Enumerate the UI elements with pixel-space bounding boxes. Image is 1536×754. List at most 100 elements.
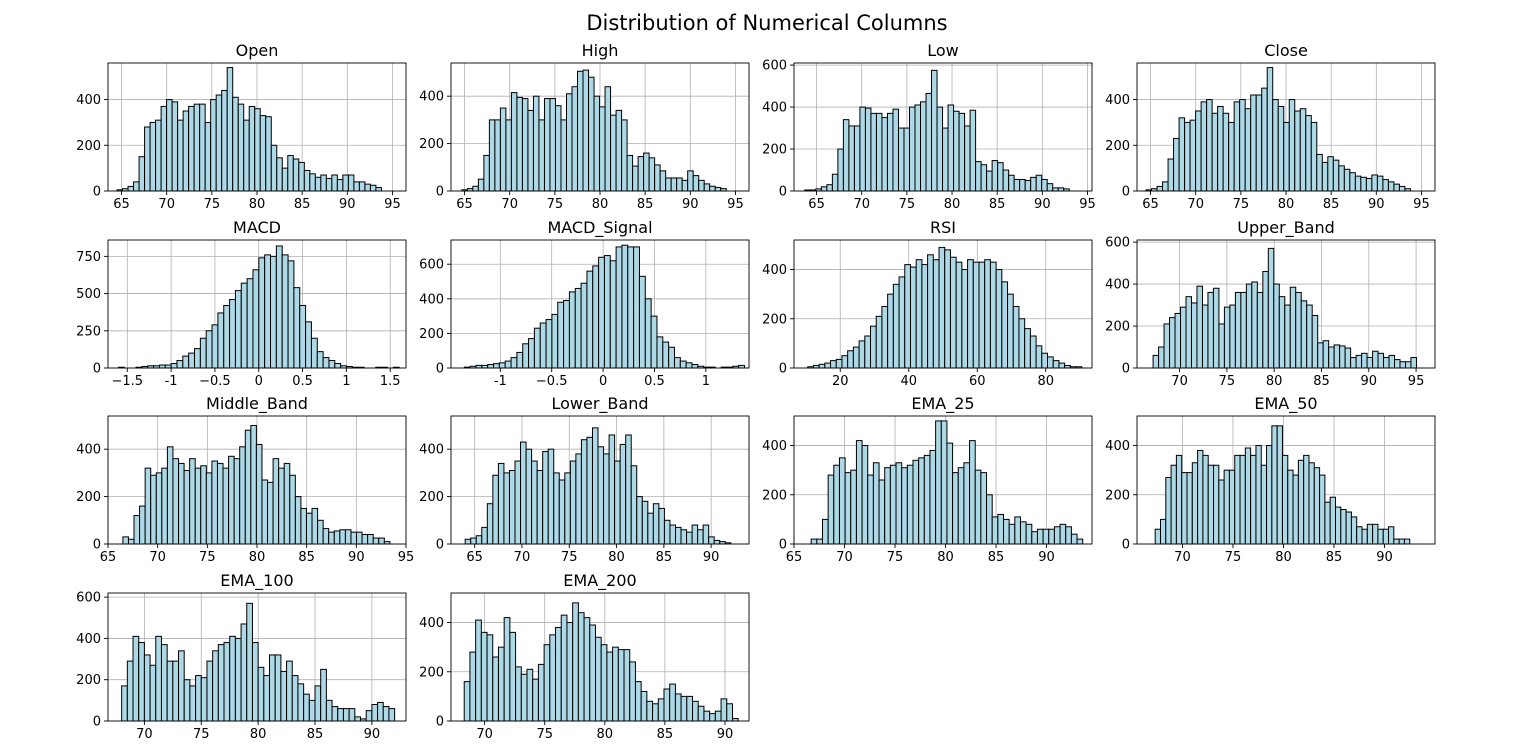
y-tick-label: 200 xyxy=(76,139,101,154)
y-tick-label: 200 xyxy=(419,490,444,505)
histogram-bar xyxy=(668,346,675,369)
histogram-bar xyxy=(1178,117,1186,192)
histogram-bar xyxy=(974,469,982,545)
x-tick-label: 70 xyxy=(501,197,518,212)
histogram-bar xyxy=(1152,354,1160,369)
histogram-bar xyxy=(297,683,305,722)
histogram-bar xyxy=(644,298,652,369)
x-tick-label: 65 xyxy=(808,197,825,212)
histogram-bar xyxy=(623,649,631,722)
histogram-bar xyxy=(932,259,940,369)
histogram-bar xyxy=(591,427,599,545)
histogram-bar xyxy=(193,103,201,192)
histogram-bar xyxy=(298,161,305,192)
histogram-bar xyxy=(575,453,582,545)
histogram-bar xyxy=(520,673,528,722)
histogram-bar xyxy=(881,117,888,192)
histogram-bar xyxy=(1184,121,1191,192)
x-tick-label: 70 xyxy=(1174,550,1191,565)
histogram-bar xyxy=(278,467,285,545)
histogram-bar xyxy=(1201,304,1209,369)
x-tick-label: 75 xyxy=(193,727,210,742)
histogram-bar xyxy=(583,617,591,722)
histogram-bar xyxy=(679,360,687,369)
histogram-bar xyxy=(1338,165,1345,192)
histogram-bar xyxy=(1322,340,1330,369)
histogram-bar xyxy=(609,260,617,369)
histogram-bar xyxy=(686,695,694,722)
histogram-bar xyxy=(289,474,296,545)
histogram-bar xyxy=(708,536,715,545)
histogram-bar xyxy=(342,174,349,192)
histogram-bar xyxy=(188,352,196,369)
histogram-bar xyxy=(314,685,322,722)
histogram-bar xyxy=(1012,305,1020,369)
histogram-bar xyxy=(1260,464,1268,545)
histogram-bar xyxy=(464,538,472,545)
histogram-bar xyxy=(531,460,538,545)
histogram-bar xyxy=(483,154,490,192)
histogram-bar xyxy=(510,357,518,369)
histogram-bar xyxy=(182,355,190,369)
histogram-bar xyxy=(603,453,610,545)
axes-frame xyxy=(793,62,1093,192)
histogram-bar xyxy=(1218,479,1225,545)
x-tick-label: 95 xyxy=(384,197,401,212)
histogram-bar xyxy=(691,364,699,369)
histogram-bar xyxy=(641,500,649,545)
panel-title: Upper_Band xyxy=(1237,218,1335,238)
histogram-bar xyxy=(1281,454,1289,545)
histogram-bar xyxy=(274,654,282,722)
y-tick-label: 400 xyxy=(419,616,444,631)
histogram-bar xyxy=(1299,108,1307,192)
histogram-bar xyxy=(139,505,146,545)
histogram-bar xyxy=(1013,178,1021,192)
histogram-bar xyxy=(293,287,301,369)
y-tick-label: 0 xyxy=(1122,362,1130,377)
histogram-bar xyxy=(356,531,363,545)
histogram-bar xyxy=(674,693,682,722)
histogram-bar xyxy=(1008,174,1015,192)
x-tick-label: 90 xyxy=(1034,197,1051,212)
y-tick-label: 0 xyxy=(779,362,787,377)
histogram-bar xyxy=(206,660,214,722)
histogram-bar xyxy=(155,635,162,722)
histogram-bar xyxy=(1316,153,1323,192)
histogram-bar xyxy=(1240,291,1247,369)
histogram-bar xyxy=(543,98,551,192)
x-tick-label: 75 xyxy=(1233,197,1250,212)
histogram-bar xyxy=(350,531,358,545)
histogram-bar xyxy=(1313,467,1321,545)
histogram-bar xyxy=(211,324,219,369)
histogram-bar xyxy=(1267,247,1275,369)
histogram-bar xyxy=(311,507,319,545)
histogram-bar xyxy=(160,644,168,722)
histogram-bar xyxy=(1185,296,1192,369)
histogram-bar xyxy=(617,649,625,722)
histogram-bar xyxy=(292,158,300,192)
histogram-bar xyxy=(555,626,562,722)
histogram-bar xyxy=(1019,178,1026,192)
histogram-bar xyxy=(870,325,877,369)
x-tick-label: 75 xyxy=(536,727,553,742)
histogram-bar xyxy=(542,451,549,545)
histogram-bar xyxy=(681,179,689,192)
histogram-bar xyxy=(821,518,829,545)
histogram-bar xyxy=(892,283,900,369)
histogram-bar xyxy=(1306,304,1313,369)
histogram-bar xyxy=(1041,352,1049,369)
x-tick-label: 75 xyxy=(1225,550,1242,565)
histogram-bar xyxy=(989,261,997,369)
histogram-bar xyxy=(1350,357,1357,369)
histogram-bar xyxy=(935,420,942,545)
histogram-bar xyxy=(1233,101,1241,192)
histogram-bar xyxy=(1271,425,1278,545)
histogram-bar xyxy=(463,681,471,722)
histogram-bar xyxy=(1181,472,1188,545)
histogram-bar xyxy=(1059,523,1067,545)
histogram-bar xyxy=(1217,105,1224,192)
histogram-bar xyxy=(497,462,505,545)
histogram-bar xyxy=(1272,99,1279,192)
x-tick-label: 80 xyxy=(608,550,625,565)
